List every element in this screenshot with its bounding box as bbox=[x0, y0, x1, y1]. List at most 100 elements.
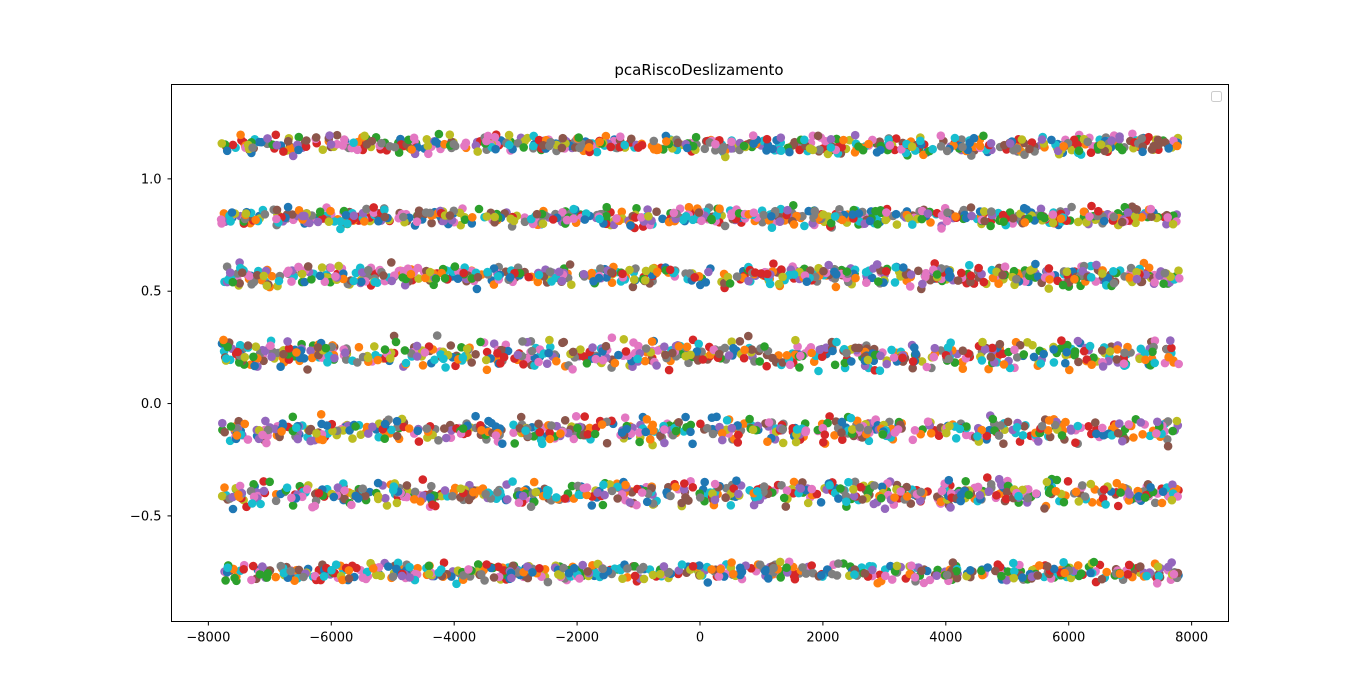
scatter-point bbox=[236, 130, 245, 140]
scatter-point bbox=[314, 488, 324, 498]
scatter-point bbox=[616, 132, 625, 141]
scatter-point bbox=[807, 484, 817, 494]
scatter-point bbox=[698, 355, 708, 364]
scatter-point bbox=[1022, 205, 1031, 214]
scatter-point bbox=[434, 129, 444, 139]
scatter-point bbox=[1010, 345, 1019, 355]
scatter-point bbox=[876, 351, 885, 361]
scatter-point bbox=[274, 276, 284, 286]
scatter-point bbox=[778, 438, 788, 448]
scatter-point bbox=[1168, 219, 1178, 229]
scatter-point bbox=[1109, 267, 1118, 276]
scatter-point bbox=[710, 495, 720, 505]
scatter-point bbox=[876, 145, 885, 155]
scatter-point bbox=[660, 342, 669, 352]
scatter-point bbox=[409, 133, 419, 143]
scatter-point bbox=[1163, 213, 1172, 222]
scatter-point bbox=[697, 216, 706, 226]
scatter-point bbox=[789, 201, 798, 210]
scatter-point bbox=[1083, 137, 1092, 147]
scatter-point bbox=[1040, 504, 1049, 513]
scatter-point bbox=[807, 561, 816, 570]
scatter-point bbox=[928, 144, 937, 154]
scatter-point bbox=[605, 480, 615, 489]
scatter-point bbox=[727, 211, 736, 221]
scatter-point bbox=[399, 212, 408, 222]
scatter-point bbox=[1073, 336, 1083, 346]
scatter-point bbox=[331, 272, 340, 281]
scatter-point bbox=[696, 280, 705, 290]
scatter-point bbox=[358, 484, 368, 494]
scatter-point bbox=[272, 140, 282, 150]
scatter-point bbox=[237, 268, 247, 278]
scatter-point bbox=[999, 439, 1008, 449]
scatter-point bbox=[863, 355, 873, 365]
scatter-point bbox=[421, 273, 430, 283]
scatter-point bbox=[299, 572, 308, 582]
scatter-point bbox=[272, 205, 282, 215]
scatter-point bbox=[558, 208, 567, 217]
scatter-point bbox=[370, 277, 380, 287]
scatter-point bbox=[510, 439, 519, 448]
scatter-point bbox=[1109, 212, 1119, 222]
scatter-point bbox=[392, 564, 401, 574]
scatter-point bbox=[881, 571, 890, 581]
scatter-point bbox=[1061, 358, 1070, 368]
scatter-point bbox=[979, 207, 989, 216]
scatter-point bbox=[283, 136, 293, 146]
scatter-point bbox=[240, 419, 250, 429]
scatter-point bbox=[1074, 357, 1083, 367]
scatter-point bbox=[569, 434, 579, 444]
scatter-point bbox=[1102, 567, 1111, 577]
scatter-point bbox=[621, 480, 630, 490]
scatter-point bbox=[1087, 498, 1097, 507]
scatter-point bbox=[338, 575, 347, 585]
scatter-point bbox=[430, 355, 439, 365]
scatter-point bbox=[580, 215, 590, 224]
scatter-point bbox=[1023, 493, 1033, 503]
scatter-point bbox=[1167, 495, 1177, 505]
scatter-point bbox=[482, 212, 492, 221]
scatter-point bbox=[601, 131, 611, 141]
scatter-point bbox=[986, 480, 996, 489]
scatter-point bbox=[767, 223, 777, 232]
scatter-point bbox=[828, 346, 837, 356]
scatter-point bbox=[1153, 562, 1163, 571]
scatter-point bbox=[249, 480, 258, 489]
scatter-point bbox=[474, 204, 484, 214]
scatter-point bbox=[422, 135, 432, 144]
scatter-point bbox=[923, 209, 933, 218]
scatter-point bbox=[652, 361, 661, 370]
scatter-point bbox=[370, 342, 379, 351]
scatter-point bbox=[1146, 483, 1155, 492]
scatter-point bbox=[226, 422, 236, 431]
scatter-point bbox=[235, 340, 245, 350]
scatter-point bbox=[1124, 560, 1134, 570]
scatter-point bbox=[1109, 278, 1119, 288]
scatter-point bbox=[503, 495, 512, 504]
scatter-point bbox=[664, 365, 674, 375]
scatter-point bbox=[641, 266, 651, 276]
scatter-point bbox=[529, 141, 538, 151]
scatter-point bbox=[293, 434, 303, 444]
scatter-point bbox=[471, 411, 480, 421]
scatter-point bbox=[1092, 260, 1101, 270]
scatter-point bbox=[710, 479, 720, 489]
x-tick-label: −8000 bbox=[186, 631, 230, 646]
scatter-point bbox=[286, 566, 296, 576]
scatter-point bbox=[545, 434, 555, 444]
scatter-point bbox=[720, 221, 730, 231]
scatter-point bbox=[373, 355, 383, 365]
scatter-point bbox=[727, 137, 736, 146]
scatter-point bbox=[958, 364, 968, 374]
scatter-point bbox=[249, 352, 258, 362]
scatter-point bbox=[288, 501, 298, 510]
scatter-point bbox=[482, 560, 491, 569]
scatter-point bbox=[599, 570, 608, 580]
scatter-point bbox=[451, 361, 460, 371]
scatter-point bbox=[1118, 436, 1127, 446]
scatter-point bbox=[749, 500, 759, 510]
scatter-point bbox=[660, 425, 669, 434]
scatter-point bbox=[682, 342, 692, 352]
scatter-point bbox=[493, 487, 502, 497]
